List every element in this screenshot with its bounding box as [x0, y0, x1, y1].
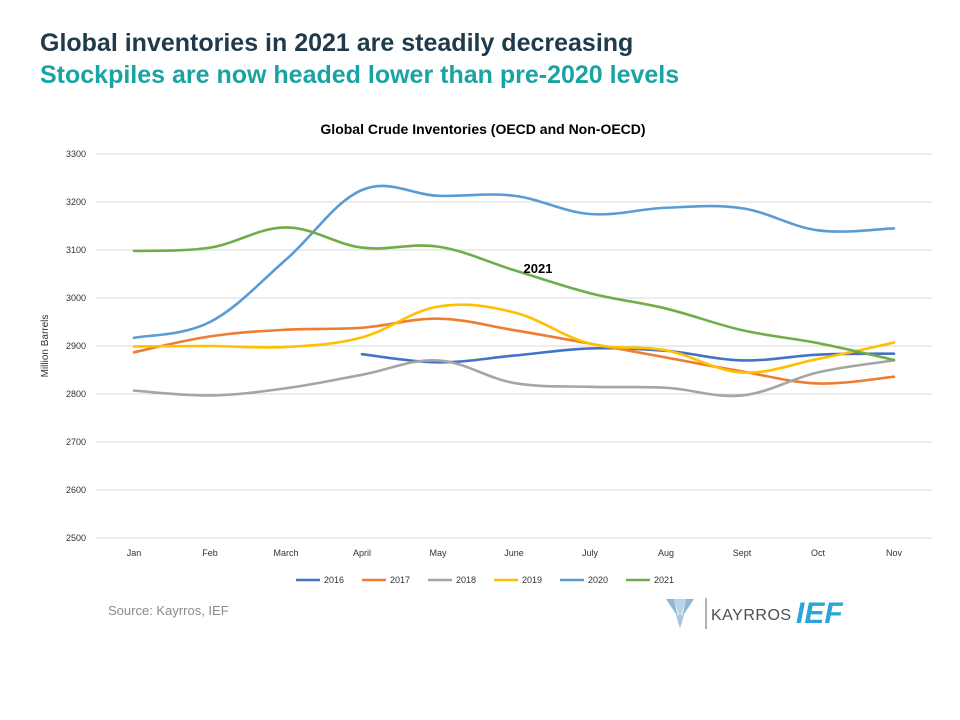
y-tick-label: 2900	[66, 341, 86, 351]
x-tick-label: Oct	[811, 548, 826, 558]
series-line-2021	[132, 226, 896, 362]
source-note: Source: Kayrros, IEF	[108, 603, 229, 618]
page-subtitle: Stockpiles are now headed lower than pre…	[40, 61, 680, 89]
legend-label-2019: 2019	[522, 575, 542, 585]
y-tick-label: 3200	[66, 197, 86, 207]
x-tick-label: Nov	[886, 548, 903, 558]
x-tick-label: June	[504, 548, 524, 558]
logos: KAYRROS IEF	[666, 597, 843, 630]
x-axis-ticks: Jan Feb March April May June July Aug Sept Oct Nov	[127, 548, 903, 558]
y-axis-label: Million Barrels	[40, 315, 51, 378]
page-title: Global inventories in 2021 are steadily …	[40, 29, 634, 57]
kayrros-wordmark: KAYRROS	[711, 607, 792, 624]
y-tick-label: 2700	[66, 437, 86, 447]
legend-label-2020: 2020	[588, 575, 608, 585]
x-tick-label: Jan	[127, 548, 142, 558]
y-tick-label: 3100	[66, 245, 86, 255]
x-tick-label: April	[353, 548, 371, 558]
ief-logo: IEF	[796, 597, 843, 630]
series-line-2017	[132, 317, 896, 385]
y-tick-label: 3300	[66, 149, 86, 159]
x-tick-label: July	[582, 548, 599, 558]
series-line-2018	[132, 359, 896, 398]
x-tick-label: March	[273, 548, 298, 558]
y-tick-label: 2600	[66, 485, 86, 495]
x-tick-label: Sept	[733, 548, 752, 558]
annotation-2021: 2021	[524, 261, 553, 276]
x-tick-label: May	[429, 548, 447, 558]
y-tick-label: 2800	[66, 389, 86, 399]
legend-label-2021: 2021	[654, 575, 674, 585]
kayrros-logo: KAYRROS	[666, 598, 792, 629]
y-tick-label: 3000	[66, 293, 86, 303]
series-line-2019	[132, 303, 896, 374]
legend-label-2018: 2018	[456, 575, 476, 585]
y-axis-ticks: 2500 2600 2700 2800 2900 3000 3100 3200 3300	[66, 149, 86, 543]
legend-label-2016: 2016	[324, 575, 344, 585]
legend-label-2017: 2017	[390, 575, 410, 585]
y-tick-label: 2500	[66, 533, 86, 543]
legend: 2016 2017 2018 2019 2020 2021	[296, 575, 674, 585]
series-lines	[132, 184, 896, 398]
series-line-2020	[132, 184, 896, 340]
x-tick-label: Feb	[202, 548, 218, 558]
chart-title: Global Crude Inventories (OECD and Non-O…	[320, 121, 645, 137]
x-tick-label: Aug	[658, 548, 674, 558]
